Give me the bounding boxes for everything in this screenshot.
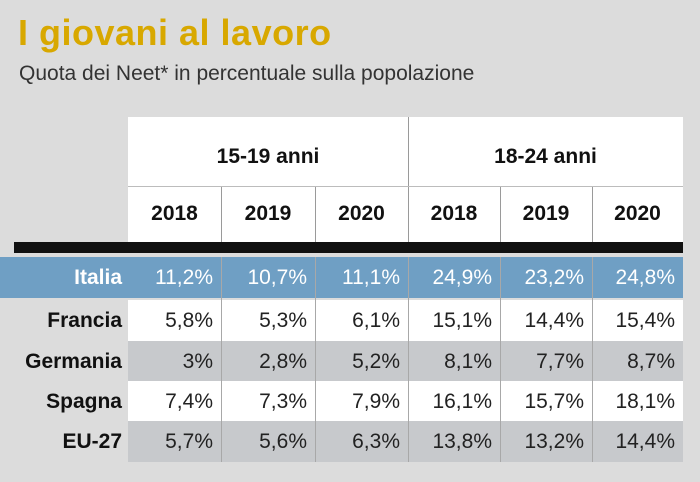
table-cell: 5,6% bbox=[259, 429, 307, 453]
table-cell: 14,4% bbox=[524, 308, 584, 332]
table-cell: 18,1% bbox=[615, 389, 675, 413]
year-header: 2020 bbox=[338, 202, 385, 225]
header-rule bbox=[14, 242, 683, 253]
row-label: Spagna bbox=[46, 389, 122, 413]
column-divider bbox=[500, 186, 501, 242]
header-background bbox=[128, 117, 683, 242]
table-cell: 15,1% bbox=[432, 308, 492, 332]
column-divider bbox=[592, 186, 593, 242]
table-cell: 7,3% bbox=[259, 389, 307, 413]
row-label: Italia bbox=[74, 265, 122, 289]
table-cell: 13,8% bbox=[432, 429, 492, 453]
table-cell: 23,2% bbox=[524, 265, 584, 289]
row-label: Francia bbox=[47, 308, 122, 332]
row-label: Germania bbox=[25, 349, 122, 373]
header-divider bbox=[128, 186, 683, 187]
column-divider bbox=[315, 186, 316, 242]
column-divider bbox=[592, 257, 593, 462]
table-cell: 16,1% bbox=[432, 389, 492, 413]
column-divider bbox=[221, 257, 222, 462]
table-cell: 24,9% bbox=[432, 265, 492, 289]
table-cell: 5,8% bbox=[165, 308, 213, 332]
table-row bbox=[0, 257, 683, 298]
table-cell: 7,9% bbox=[352, 389, 400, 413]
row-label: EU-27 bbox=[62, 429, 122, 453]
year-header: 2018 bbox=[151, 202, 198, 225]
column-divider bbox=[408, 257, 409, 462]
table-cell: 6,1% bbox=[352, 308, 400, 332]
table-cell: 5,7% bbox=[165, 429, 213, 453]
table-cell: 10,7% bbox=[247, 265, 307, 289]
column-divider bbox=[408, 117, 409, 242]
table-cell: 15,7% bbox=[524, 389, 584, 413]
table-cell: 13,2% bbox=[524, 429, 584, 453]
table-cell: 24,8% bbox=[615, 265, 675, 289]
table-cell: 2,8% bbox=[259, 349, 307, 373]
table-cell: 6,3% bbox=[352, 429, 400, 453]
table-cell: 7,7% bbox=[536, 349, 584, 373]
group-header: 18-24 anni bbox=[494, 144, 597, 168]
table-cell: 14,4% bbox=[615, 429, 675, 453]
year-header: 2018 bbox=[430, 202, 478, 225]
table-cell: 8,7% bbox=[627, 349, 675, 373]
table-row bbox=[128, 341, 683, 382]
table-cell: 5,3% bbox=[259, 308, 307, 332]
table-cell: 11,2% bbox=[155, 265, 213, 289]
year-header: 2019 bbox=[522, 202, 570, 225]
chart-title: I giovani al lavoro bbox=[18, 12, 332, 53]
table-cell: 7,4% bbox=[165, 389, 213, 413]
column-divider bbox=[315, 257, 316, 462]
table-cell: 5,2% bbox=[352, 349, 400, 373]
year-header: 2020 bbox=[614, 202, 661, 225]
column-divider bbox=[500, 257, 501, 462]
table-cell: 15,4% bbox=[615, 308, 675, 332]
table-cell: 11,1% bbox=[342, 265, 400, 289]
group-header: 15-19 anni bbox=[216, 144, 320, 168]
chart-subtitle: Quota dei Neet* in percentuale sulla pop… bbox=[19, 62, 475, 85]
table-cell: 3% bbox=[182, 349, 213, 373]
column-divider bbox=[221, 186, 222, 242]
table-row bbox=[128, 421, 683, 462]
table-row bbox=[128, 300, 683, 341]
table-cell: 8,1% bbox=[444, 349, 492, 373]
year-header: 2019 bbox=[244, 202, 292, 225]
table-row bbox=[128, 381, 683, 422]
